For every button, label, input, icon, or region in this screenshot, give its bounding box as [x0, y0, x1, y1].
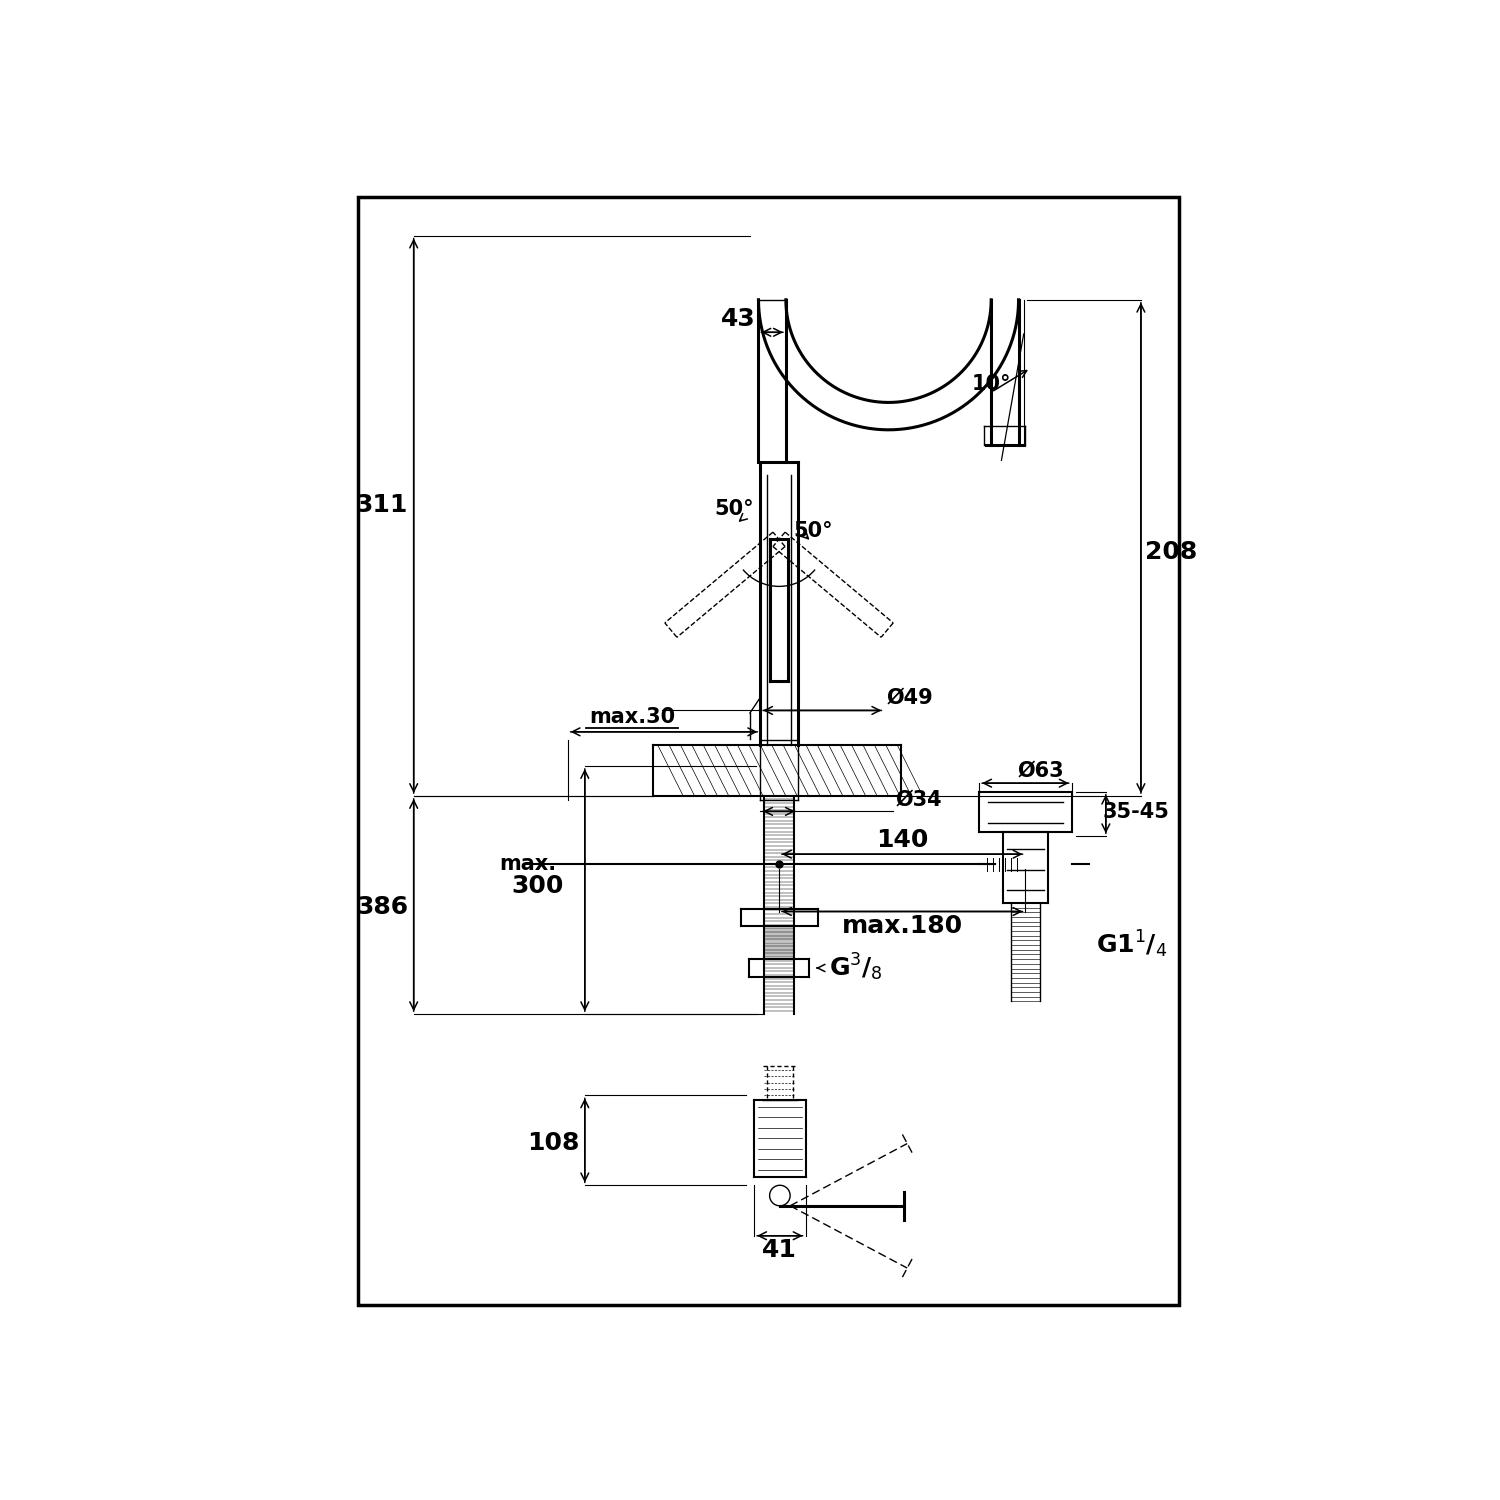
Text: 140: 140	[876, 828, 928, 852]
Text: 10°: 10°	[972, 374, 1011, 393]
Text: 108: 108	[526, 1131, 579, 1155]
Text: Ø63: Ø63	[1017, 760, 1064, 780]
Text: Ø49: Ø49	[886, 687, 933, 708]
Text: 386: 386	[356, 896, 408, 920]
Text: 41: 41	[762, 1239, 798, 1263]
Text: 35-45: 35-45	[1102, 802, 1168, 822]
Text: max.: max.	[500, 855, 556, 874]
Text: max.30: max.30	[590, 708, 675, 728]
Text: G$^3$/$_8$: G$^3$/$_8$	[828, 951, 882, 982]
Text: G1$^1$/$_4$: G1$^1$/$_4$	[1095, 928, 1167, 960]
Text: 50°: 50°	[794, 520, 832, 542]
Text: 311: 311	[356, 494, 408, 517]
Text: 300: 300	[512, 874, 564, 898]
Text: max.180: max.180	[842, 914, 963, 938]
Text: 50°: 50°	[714, 500, 754, 519]
Text: 208: 208	[1144, 540, 1197, 564]
Text: Ø34: Ø34	[896, 789, 942, 810]
Text: 43: 43	[720, 308, 756, 332]
